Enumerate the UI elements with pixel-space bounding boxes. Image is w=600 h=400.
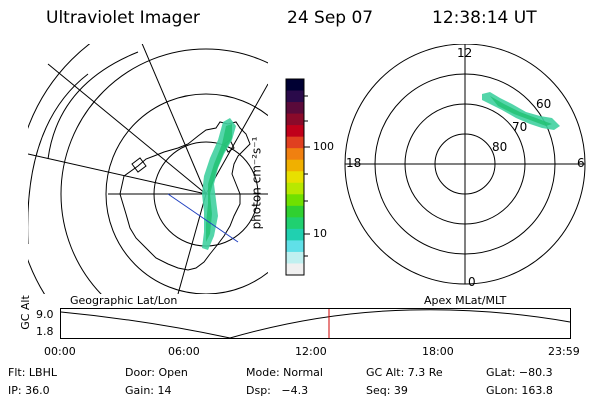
colorbar-swatch <box>286 217 304 230</box>
timeline-xtick-1800: 18:00 <box>422 345 454 358</box>
colorbar-swatch <box>286 251 304 265</box>
apex-caption: Apex MLat/MLT <box>424 294 507 307</box>
timeline-xtick-0000: 00:00 <box>44 345 76 358</box>
status-glat: GLat: −80.3 <box>486 366 553 379</box>
geographic-map <box>28 44 268 294</box>
antarctica-coastline <box>119 121 251 271</box>
colorbar-swatch <box>286 194 304 207</box>
lat-circle-2 <box>105 93 268 294</box>
colorbar-tick-10: 10 <box>313 227 327 240</box>
colorbar-swatch <box>286 228 304 242</box>
lat-label-70: 70 <box>512 120 528 134</box>
colorbar-swatch <box>286 263 304 276</box>
orbit-altitude-timeline <box>60 308 571 339</box>
colorbar-swatch <box>286 102 304 115</box>
timeline-ytick-high: 9.0 <box>36 308 54 321</box>
colorbar-swatch <box>286 90 304 103</box>
lat-circle-4 <box>28 44 91 294</box>
status-glon: GLon: 163.8 <box>486 384 553 397</box>
colorbar-swatch <box>286 125 304 138</box>
colorbar-gradient <box>286 79 304 276</box>
status-mode: Mode: Normal <box>246 366 323 379</box>
timeline-ytick-low: 1.8 <box>36 325 54 338</box>
lat-label-60: 60 <box>536 97 552 111</box>
status-dsp: Dsp: −4.3 <box>246 384 309 397</box>
mlt-label-12: 12 <box>457 46 473 60</box>
colorbar-tick-100: 100 <box>313 140 334 153</box>
colorbar <box>285 78 310 276</box>
time-label: 12:38:14 UT <box>432 8 537 28</box>
colorbar-swatch <box>286 159 304 172</box>
apex-mlt-map <box>344 44 586 285</box>
colorbar-swatch <box>286 79 304 92</box>
colorbar-swatch <box>286 136 304 149</box>
lat-label-80: 80 <box>492 140 508 154</box>
mlt-label-0: 0 <box>468 275 476 289</box>
geographic-caption: Geographic Lat/Lon <box>70 294 178 307</box>
colorbar-swatch <box>286 205 304 218</box>
mlt-label-18: 18 <box>346 156 362 170</box>
orbit-track <box>167 193 239 243</box>
colorbar-swatch <box>286 171 304 184</box>
colorbar-swatch <box>286 113 304 126</box>
status-ip: IP: 36.0 <box>8 384 50 397</box>
timeline-axis-label: GC Alt <box>18 295 32 330</box>
status-gain: Gain: 14 <box>125 384 172 397</box>
date-label: 24 Sep 07 <box>287 8 374 28</box>
instrument-title: Ultraviolet Imager <box>46 8 200 28</box>
timeline-xtick-2359: 23:59 <box>548 345 580 358</box>
mlt-label-6: 6 <box>577 156 585 170</box>
colorbar-swatch <box>286 182 304 195</box>
status-filter: Flt: LBHL <box>8 366 57 379</box>
colorbar-unit-label: photon cm⁻²s⁻¹ <box>249 136 264 230</box>
timeline-xtick-1200: 12:00 <box>295 345 327 358</box>
status-door: Door: Open <box>125 366 188 379</box>
colorbar-swatch <box>286 240 304 253</box>
altitude-curve <box>60 309 571 339</box>
status-gc-alt: GC Alt: 7.3 Re <box>366 366 443 379</box>
timeline-xtick-0600: 06:00 <box>168 345 200 358</box>
lat-circle-3 <box>60 48 268 294</box>
colorbar-swatch <box>286 148 304 161</box>
status-seq: Seq: 39 <box>366 384 408 397</box>
